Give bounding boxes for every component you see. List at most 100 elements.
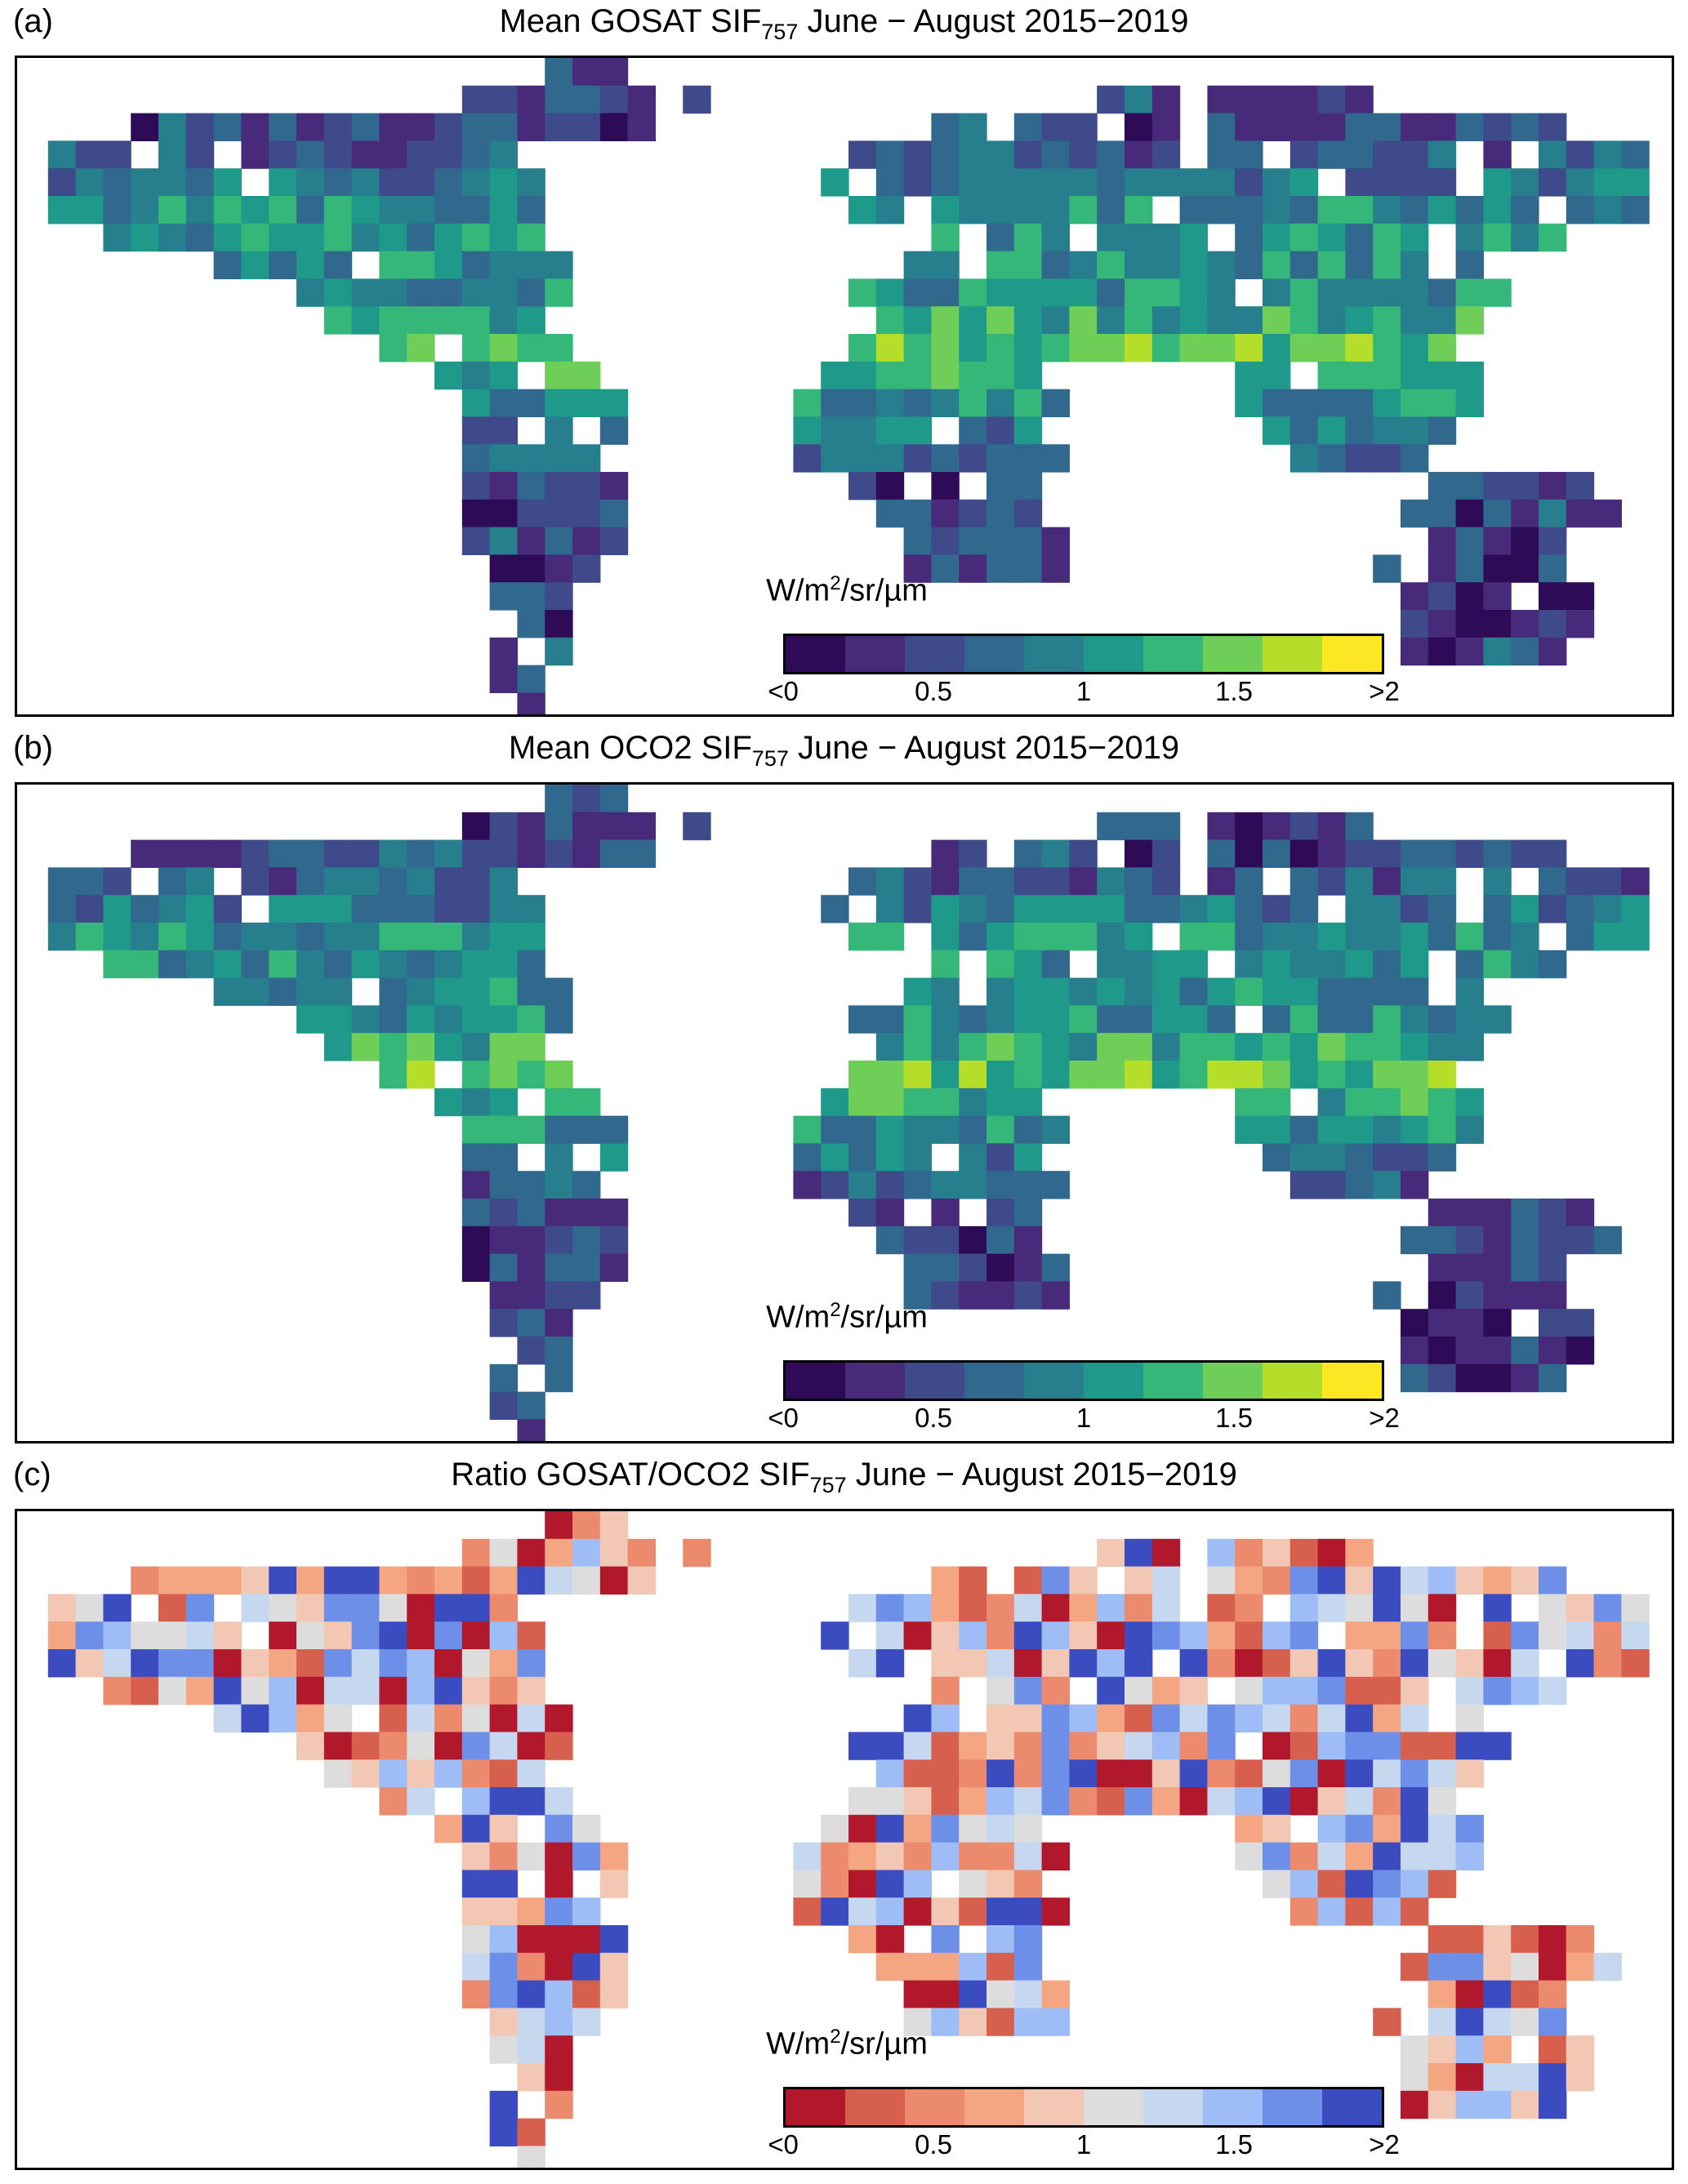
grid-cell [545,1704,573,1733]
grid-cell [434,278,463,307]
grid-cell [1317,1759,1346,1788]
grid-cell [1455,113,1484,141]
grid-cell [875,499,905,528]
grid-cell [1207,895,1236,923]
grid-cell [1317,1842,1346,1870]
grid-cell [461,1980,491,2008]
grid-cell [875,1759,905,1788]
grid-cell [407,334,435,363]
grid-cell [75,1594,104,1622]
grid-cell [1317,278,1346,307]
grid-cell [1235,1061,1263,1089]
grid-cell [1539,867,1567,896]
grid-cell [379,1594,408,1622]
grid-cell [1235,334,1263,363]
grid-cell [599,1952,629,1982]
grid-cell [1483,867,1512,896]
grid-cell [931,444,960,473]
grid-cell [875,1842,905,1870]
panel-label: (c) [13,1457,51,1492]
grid-cell [903,1061,932,1089]
grid-cell [848,1061,877,1089]
grid-cell [1289,223,1319,252]
grid-cell [1125,1621,1153,1650]
grid-cell [931,223,960,252]
grid-cell [269,251,297,279]
grid-cell [1013,950,1043,979]
grid-cell [47,140,77,169]
grid-cell [489,1787,518,1816]
grid-cell [517,2035,546,2064]
grid-cell [1566,1649,1595,1678]
grid-cell [213,1649,242,1678]
grid-cell [959,1594,987,1622]
grid-cell [185,1566,215,1595]
grid-cell [903,140,932,169]
map-frame: W/m2/sr/µm <0 0.5 1 1.5 >2 [15,1509,1674,2170]
grid-cell [351,1676,380,1706]
grid-cell [1207,251,1236,279]
grid-cell [903,1088,932,1117]
grid-cell [987,1621,1015,1650]
grid-cell [1207,1759,1236,1788]
grid-cell [185,1676,215,1706]
grid-cell [1455,582,1484,611]
grid-cell [1125,1061,1153,1089]
grid-cell [461,1033,491,1061]
grid-cell [959,306,987,335]
grid-cell [323,306,353,335]
grid-cell [1289,1649,1319,1678]
colorbar-title: W/m2/sr/µm [766,2026,928,2062]
grid-cell [959,1115,987,1144]
grid-cell [517,1732,546,1760]
grid-cell [903,251,932,279]
grid-cell [296,278,325,307]
grid-cell [545,1061,573,1089]
grid-cell [959,2008,987,2036]
grid-cell [1263,416,1291,445]
grid-cell [1069,334,1098,363]
grid-cell [903,867,932,896]
grid-cell [351,1594,380,1622]
grid-cell [434,923,463,951]
grid-cell [379,113,408,141]
grid-cell [1511,1199,1539,1227]
grid-cell [158,1621,187,1650]
grid-cell [1427,610,1457,638]
grid-cell [517,389,546,417]
grid-cell [821,1897,849,1926]
grid-cell [987,168,1015,197]
grid-cell [875,196,905,225]
grid-cell [1511,1253,1539,1282]
grid-cell [1511,1980,1539,2008]
grid-cell [1373,1115,1401,1144]
grid-cell [903,1759,932,1788]
grid-cell [379,1033,408,1061]
grid-cell [1151,306,1181,335]
grid-cell [517,1337,546,1365]
grid-cell [241,923,269,951]
grid-cell [1179,1033,1208,1061]
colorbar-bin-6 [1143,1363,1203,1399]
grid-cell [1373,950,1401,979]
grid-cell [599,1225,629,1255]
grid-cell [323,278,353,307]
grid-cell [1207,140,1236,169]
grid-cell [1289,1732,1319,1760]
grid-cell [987,1033,1015,1061]
grid-cell [1427,1787,1457,1816]
grid-cell [379,895,408,923]
grid-cell [545,389,573,417]
grid-cell [1539,2035,1567,2064]
grid-cell [848,1143,877,1172]
grid-cell [103,1649,131,1678]
grid-cell [545,2008,573,2036]
grid-cell [1401,1033,1429,1061]
grid-cell [1455,1309,1484,1337]
grid-cell [931,1199,960,1227]
grid-cell [1345,113,1374,141]
grid-cell [489,444,518,473]
grid-cell [1069,278,1098,307]
grid-cell [1539,610,1567,638]
grid-cell [489,1088,518,1117]
